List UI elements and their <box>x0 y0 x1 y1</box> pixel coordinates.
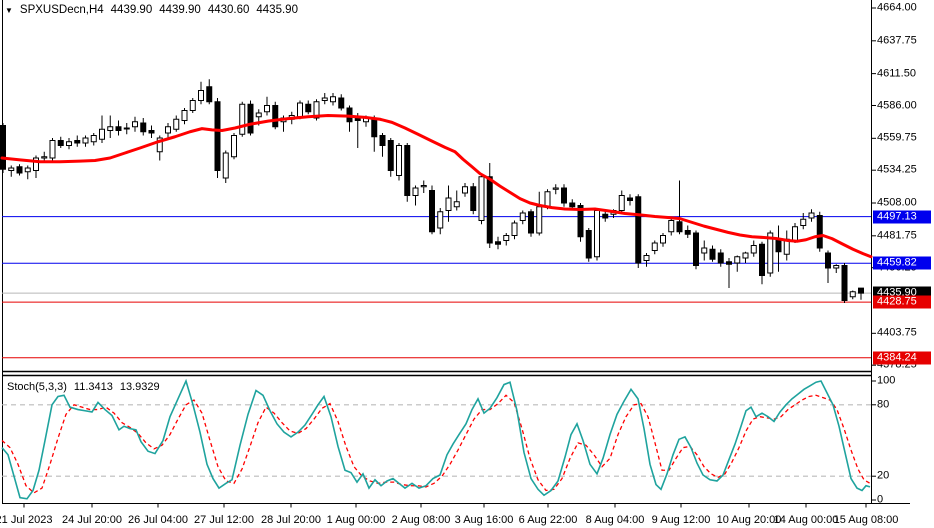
stoch-axis-label: 100 <box>877 374 896 387</box>
time-axis-label: 6 Aug 22:00 <box>518 514 578 526</box>
price-axis-label: 4664.00 <box>877 1 917 14</box>
price-axis-label: 4481.75 <box>877 229 917 242</box>
symbol-dropdown-icon[interactable]: ▼ <box>5 5 13 15</box>
indicator-d-value: 13.9329 <box>119 381 160 393</box>
price-axis-label: 4586.00 <box>877 99 917 111</box>
price-axis-label: 4378.25 <box>877 358 917 371</box>
stoch-axis-label: 20 <box>877 469 890 482</box>
chart-title-bar: ▼ SPXUSDecn,H4 4439.90 4439.90 4430.60 4… <box>5 4 298 16</box>
symbol-label: SPXUSDecn,H4 <box>19 4 104 16</box>
time-axis-label: 14 Aug 00:00 <box>773 514 839 526</box>
price-axis-label: 4534.25 <box>877 163 917 176</box>
time-axis-label: 28 Jul 20:00 <box>261 514 321 526</box>
price-badge: 4428.75 <box>873 295 931 309</box>
time-axis-label: 3 Aug 16:00 <box>454 514 514 526</box>
ma-line <box>0 114 873 259</box>
price-axis-label: 4508.00 <box>877 196 917 209</box>
price-axis-label: 4559.75 <box>877 131 917 144</box>
time-axis-label: 1 Aug 00:00 <box>326 514 386 526</box>
price-badge: 4459.82 <box>873 256 931 270</box>
price-axis-label: 4611.50 <box>877 67 916 80</box>
indicator-name: Stoch(5,3,3) <box>7 381 67 393</box>
ohlc-high: 4439.90 <box>159 4 201 16</box>
price-axis-label: 4403.75 <box>877 326 917 339</box>
price-badge: 4384.24 <box>873 351 931 365</box>
stoch-k-line <box>1 378 871 500</box>
ohlc-open: 4439.90 <box>110 4 153 16</box>
time-axis-label: 9 Aug 12:00 <box>651 514 711 526</box>
time-axis-label: 15 Aug 08:00 <box>833 514 899 526</box>
stoch-d-line <box>1 394 871 494</box>
candles-layer <box>0 79 864 303</box>
time-axis-label: 26 Jul 04:00 <box>128 514 188 526</box>
indicator-header: Stoch(5,3,3) 11.3413 13.9329 <box>7 381 160 393</box>
stoch-axis-label: 0 <box>877 493 884 506</box>
ohlc-close: 4435.90 <box>256 4 298 16</box>
indicator-k-value: 11.3413 <box>73 381 113 393</box>
time-axis-label: 24 Jul 20:00 <box>62 514 122 526</box>
time-axis-label: 21 Jul 2023 <box>0 514 53 526</box>
time-axis-label: 2 Aug 08:00 <box>391 514 451 526</box>
price-badge: 4497.13 <box>873 210 931 224</box>
time-axis-label: 8 Aug 04:00 <box>585 514 645 526</box>
time-axis-label: 10 Aug 20:00 <box>716 514 782 526</box>
price-axis-label: 4637.75 <box>877 34 917 47</box>
time-axis-label: 27 Jul 12:00 <box>194 514 254 526</box>
ohlc-low: 4430.60 <box>207 4 250 16</box>
stoch-axis-label: 80 <box>877 398 890 411</box>
